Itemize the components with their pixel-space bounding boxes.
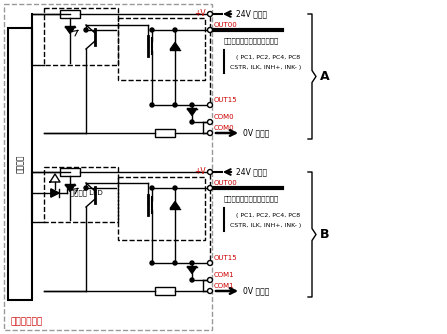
Circle shape [190, 120, 194, 124]
Bar [4, 4, 212, 330]
Polygon shape [170, 42, 180, 49]
Text: COM0: COM0 [214, 114, 235, 120]
Circle shape [173, 186, 177, 190]
Circle shape [207, 11, 212, 16]
Circle shape [207, 185, 212, 190]
Text: 内部回路: 内部回路 [16, 155, 25, 173]
Text: +V: +V [194, 8, 206, 17]
Circle shape [207, 278, 212, 283]
Circle shape [207, 120, 212, 125]
Text: A: A [320, 70, 329, 83]
Bar [118, 177, 205, 240]
Text: ( PC1, PC2, PC4, PC8: ( PC1, PC2, PC4, PC8 [236, 54, 300, 59]
Circle shape [150, 28, 154, 32]
Text: 24V へ接続: 24V へ接続 [236, 167, 267, 176]
Circle shape [207, 261, 212, 266]
Bar [118, 18, 205, 80]
Polygon shape [50, 174, 60, 182]
Bar [60, 10, 80, 18]
Circle shape [207, 131, 212, 136]
Text: OUT15: OUT15 [214, 97, 238, 103]
Bar [155, 129, 175, 137]
Bar [155, 287, 175, 295]
Text: OUT00: OUT00 [214, 180, 238, 186]
Polygon shape [187, 109, 197, 116]
Bar [8, 28, 32, 300]
Circle shape [173, 261, 177, 265]
Polygon shape [170, 201, 180, 208]
Circle shape [150, 261, 154, 265]
Circle shape [207, 169, 212, 174]
Text: ( PC1, PC2, PC4, PC8: ( PC1, PC2, PC4, PC8 [236, 212, 300, 217]
Text: CSTR, ILK, INH+, INK- ): CSTR, ILK, INH+, INK- ) [230, 222, 301, 227]
Circle shape [207, 27, 212, 32]
Text: B: B [320, 228, 329, 241]
Text: CSTR, ILK, INH+, INK- ): CSTR, ILK, INH+, INK- ) [230, 64, 301, 69]
Text: 内部等価回路: 内部等価回路 [10, 318, 42, 327]
Circle shape [173, 28, 177, 32]
Text: OUT15: OUT15 [214, 255, 238, 261]
Polygon shape [51, 189, 59, 197]
Text: +V: +V [194, 167, 206, 175]
Circle shape [190, 261, 194, 265]
Text: メカシリンダ入力信号と接続: メカシリンダ入力信号と接続 [224, 196, 279, 202]
Text: 24V へ接続: 24V へ接続 [236, 9, 267, 18]
Text: 0V へ接続: 0V へ接続 [243, 287, 270, 296]
Polygon shape [65, 26, 75, 33]
Circle shape [207, 289, 212, 294]
Text: 0V へ接続: 0V へ接続 [243, 129, 270, 138]
Polygon shape [187, 267, 197, 274]
Polygon shape [65, 184, 75, 191]
Bar [60, 168, 80, 176]
Circle shape [150, 186, 154, 190]
Circle shape [150, 103, 154, 107]
Text: COM1: COM1 [214, 283, 235, 289]
Circle shape [84, 186, 88, 190]
Text: OUT00: OUT00 [214, 22, 238, 28]
Circle shape [207, 103, 212, 108]
Circle shape [173, 103, 177, 107]
Circle shape [190, 278, 194, 282]
Bar [44, 8, 118, 65]
Text: メカシリンダ入力信号と接続: メカシリンダ入力信号と接続 [224, 38, 279, 44]
Text: 出力表示 LED: 出力表示 LED [70, 190, 103, 196]
Circle shape [190, 103, 194, 107]
Bar [44, 167, 118, 222]
Text: COM0: COM0 [214, 125, 235, 131]
Circle shape [84, 28, 88, 32]
Text: COM1: COM1 [214, 272, 235, 278]
